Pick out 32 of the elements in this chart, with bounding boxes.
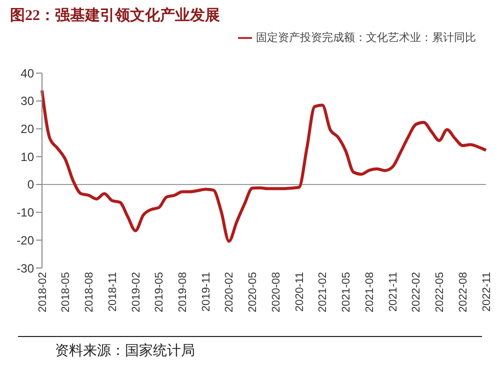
line-series: [40, 88, 488, 243]
x-tick-label: 2018-05: [60, 272, 72, 312]
x-tick-label: 2019-05: [154, 272, 166, 312]
x-tick-label: 2019-02: [130, 272, 142, 312]
x-tick-label: 2022-08: [457, 272, 470, 312]
x-tick-label: 2022-05: [434, 272, 446, 312]
y-tick-label: 0: [27, 178, 34, 192]
x-tick-label: 2018-02: [36, 272, 49, 312]
x-tick-label: 2020-05: [247, 272, 260, 312]
x-tick-label: 2019-11: [200, 272, 212, 312]
y-tick-label: 30: [20, 94, 34, 108]
chart-title: 图22：强基建引领文化产业发展: [10, 6, 220, 25]
x-tick-label: 2021-05: [340, 272, 353, 312]
x-tick-label: 2018-08: [84, 272, 96, 312]
x-tick-label: 2020-02: [224, 272, 236, 312]
x-tick-label: 2019-08: [177, 272, 190, 312]
y-tick-label: -20: [16, 233, 34, 248]
text: 资料来源：国家统计局: [55, 342, 195, 360]
y-tick-label: 20: [20, 122, 34, 136]
x-tick-label: 2021-11: [387, 272, 400, 312]
y-tick-label: 40: [20, 66, 34, 80]
x-tick-label: 2020-08: [270, 272, 282, 312]
x-tick-label: 2022-11: [480, 272, 493, 312]
x-tick-label: 2021-08: [364, 272, 376, 312]
x-tick-label: 2018-11: [106, 272, 119, 312]
x-tick-label: 2021-02: [317, 272, 330, 312]
legend-label: 固定资产投资完成额：文化艺术业：累计同比: [256, 31, 476, 44]
x-tick-label: 2020-11: [294, 272, 306, 312]
y-tick-label: -10: [16, 206, 34, 220]
y-tick-label: 10: [20, 150, 34, 164]
y-tick-label: -30: [16, 261, 34, 276]
x-tick-label: 2022-02: [410, 272, 423, 312]
